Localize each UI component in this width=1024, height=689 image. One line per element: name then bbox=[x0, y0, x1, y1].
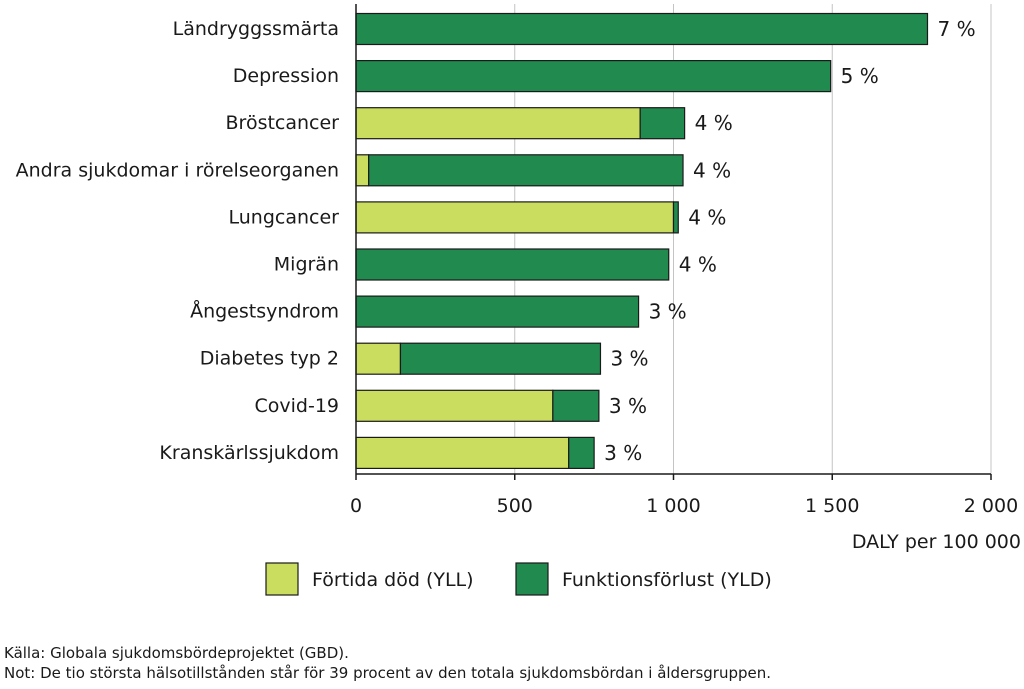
data-label: 4 % bbox=[679, 253, 717, 277]
bars bbox=[355, 12, 929, 469]
data-label: 3 % bbox=[609, 394, 647, 418]
data-label: 5 % bbox=[841, 64, 879, 88]
category-label: Lungcancer bbox=[229, 206, 340, 228]
stacked-bar-chart: Ländryggssmärta Depression Bröstcancer Andr… bbox=[16, 4, 1021, 596]
legend-swatch-yld bbox=[515, 562, 549, 596]
data-label: 3 % bbox=[604, 441, 642, 465]
x-axis: 0 500 1 000 1 500 2 000 bbox=[350, 4, 1018, 517]
x-tick-label: 500 bbox=[497, 495, 533, 517]
category-label: Ländryggssmärta bbox=[173, 18, 339, 40]
x-axis-title: DALY per 100 000 bbox=[852, 531, 1021, 553]
bar-segment-yld bbox=[399, 342, 602, 375]
bar-segment-yll bbox=[355, 389, 554, 422]
category-label: Bröstcancer bbox=[226, 112, 340, 134]
legend-label: Funktionsförlust (YLD) bbox=[562, 569, 772, 591]
bar-segment-yll bbox=[355, 342, 402, 375]
bar-segment-yld bbox=[368, 154, 684, 187]
bar-segment-yll bbox=[355, 436, 570, 469]
x-tick-label: 0 bbox=[350, 495, 362, 517]
data-label: 4 % bbox=[695, 111, 733, 135]
data-label: 4 % bbox=[693, 158, 731, 182]
category-labels: Ländryggssmärta Depression Bröstcancer Andr… bbox=[16, 18, 340, 464]
bar-segment-yld bbox=[639, 107, 686, 140]
category-label: Depression bbox=[233, 65, 339, 87]
bar-segment-yll bbox=[355, 154, 370, 187]
data-label: 3 % bbox=[649, 300, 687, 324]
legend: Förtida död (YLL) Funktionsförlust (YLD) bbox=[265, 562, 772, 596]
bar-segment-yld bbox=[355, 12, 929, 46]
bar-segment-yld bbox=[355, 248, 670, 281]
legend-label: Förtida död (YLL) bbox=[312, 569, 474, 591]
bar-segment-yld bbox=[355, 59, 832, 93]
category-label: Migrän bbox=[274, 254, 339, 276]
x-tick-label: 1 000 bbox=[646, 495, 700, 517]
bar-segment-yld bbox=[672, 201, 679, 234]
bar-segment-yld bbox=[568, 436, 595, 469]
category-label: Andra sjukdomar i rörelseorganen bbox=[16, 159, 339, 181]
x-tick-label: 1 500 bbox=[805, 495, 859, 517]
data-label: 7 % bbox=[938, 17, 976, 41]
data-label: 4 % bbox=[688, 205, 726, 229]
category-label: Covid-19 bbox=[254, 395, 339, 417]
footnote: Not: De tio största hälsotillstånden stå… bbox=[4, 664, 772, 682]
data-label: 3 % bbox=[610, 347, 648, 371]
bar-segment-yld bbox=[552, 389, 600, 422]
percentage-labels: 7 %5 %4 %4 %4 %4 %3 %3 %3 %3 % bbox=[604, 17, 975, 465]
category-label: Ångestsyndrom bbox=[190, 300, 339, 323]
x-tick-label: 2 000 bbox=[964, 495, 1018, 517]
category-label: Diabetes typ 2 bbox=[200, 348, 339, 370]
bar-segment-yll bbox=[355, 201, 675, 234]
legend-swatch-yll bbox=[265, 562, 299, 596]
bar-segment-yll bbox=[355, 107, 641, 140]
source-note: Källa: Globala sjukdomsbördeprojektet (G… bbox=[4, 644, 349, 662]
category-label: Kranskärlssjukdom bbox=[159, 442, 339, 464]
bar-segment-yld bbox=[355, 295, 640, 328]
